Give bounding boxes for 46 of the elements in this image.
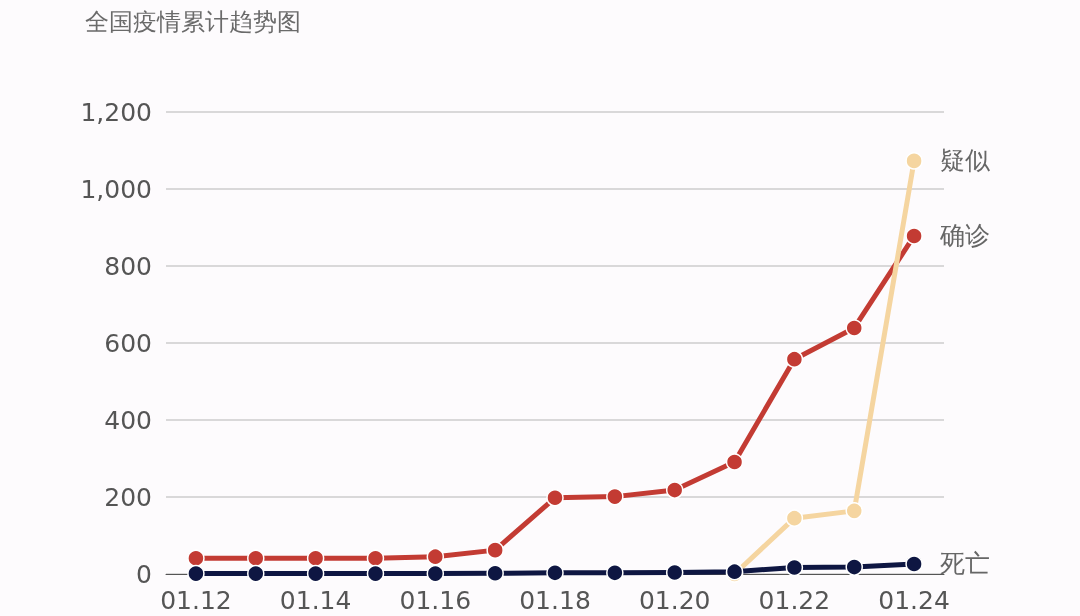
point	[845, 502, 863, 520]
x-tick-label: 01.20	[638, 586, 711, 615]
x-tick-label: 01.22	[758, 586, 831, 615]
point	[665, 563, 684, 582]
point	[247, 549, 265, 567]
point	[426, 547, 445, 566]
point	[905, 555, 923, 573]
point	[486, 541, 504, 559]
point	[845, 558, 863, 576]
series-label: 死亡	[940, 549, 991, 579]
point	[486, 564, 504, 582]
y-tick-label: 400	[104, 405, 152, 435]
point	[546, 489, 564, 507]
point	[606, 564, 624, 582]
x-tick-label: 01.12	[160, 586, 232, 615]
point	[905, 152, 923, 170]
y-tick-label: 1,200	[80, 97, 152, 127]
point	[905, 227, 923, 245]
y-tick-label: 600	[104, 328, 152, 358]
point	[247, 564, 265, 583]
point	[785, 558, 804, 577]
chart-title: 全国疫情累计趋势图	[85, 8, 301, 36]
point	[665, 481, 684, 499]
point	[725, 453, 744, 471]
point	[366, 549, 385, 567]
x-tick-label: 01.18	[519, 586, 591, 615]
point	[187, 549, 205, 567]
point	[306, 564, 325, 583]
y-tick-label: 200	[104, 482, 152, 512]
point	[785, 350, 804, 368]
point	[426, 564, 445, 583]
point	[306, 549, 325, 567]
series-label: 疑似	[940, 146, 991, 176]
point	[187, 564, 205, 583]
point	[606, 487, 624, 506]
point	[366, 564, 385, 583]
y-tick-label: 1,000	[80, 174, 152, 204]
x-tick-label: 01.14	[279, 586, 352, 615]
x-tick-label: 01.16	[399, 586, 472, 615]
point	[546, 564, 564, 582]
y-tick-label: 800	[104, 251, 152, 281]
x-tick-label: 01.24	[878, 586, 950, 615]
point	[845, 319, 863, 337]
point	[785, 509, 804, 527]
series-label: 确诊	[939, 221, 991, 251]
y-tick-label: 0	[136, 559, 152, 589]
